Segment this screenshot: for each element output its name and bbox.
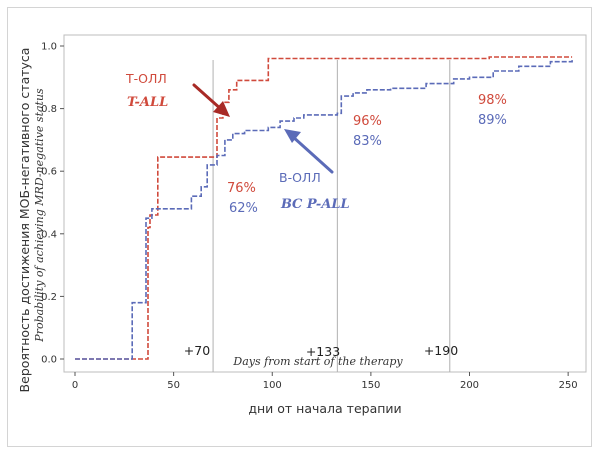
- y-tick-label: 0.8: [41, 104, 57, 115]
- x-tick-label: 200: [460, 380, 479, 391]
- series-label-b-all-en: ВС P-ALL: [280, 197, 350, 212]
- arrow-b-all: [284, 129, 334, 174]
- plot-area: [63, 34, 587, 373]
- x-tick-label: 100: [263, 380, 282, 391]
- y-tick-label: 0.2: [41, 292, 57, 303]
- y-tick-label: 0.0: [41, 355, 57, 366]
- vertical-reference-lines: [212, 60, 451, 372]
- series-t-all-line: [75, 56, 573, 360]
- series-b-all-line: [75, 60, 573, 360]
- annotation-b-all-70: 62%: [229, 201, 258, 216]
- annotation-b-all-190: 89%: [478, 113, 507, 128]
- annotation-t-all-133: 96%: [353, 114, 382, 129]
- y-tick-label: 0.4: [41, 229, 57, 240]
- annotation-t-all-190: 98%: [478, 93, 507, 108]
- x-tick-label: 50: [167, 380, 180, 391]
- day-marker-190: +190: [424, 343, 458, 358]
- y-tick-label: 1.0: [41, 42, 57, 53]
- arrow-t-all: [192, 83, 230, 117]
- y-tick-label: 0.6: [41, 167, 57, 178]
- figure-frame: [7, 7, 592, 447]
- series-label-t-all: Т-ОЛЛ: [125, 71, 167, 86]
- series-label-t-all-en: T-ALL: [127, 95, 168, 110]
- series-label-b-all: В-ОЛЛ: [279, 170, 321, 185]
- y-axis-label: Вероятность достижения МОБ-негативного с…: [17, 48, 32, 393]
- axis-ticks: 0 50 100 150 200 250 0.0 0.2 0.4 0.6 0.8 1.0: [41, 42, 578, 392]
- x-axis-label: дни от начала терапии: [248, 401, 401, 416]
- annotation-b-all-133: 83%: [353, 134, 382, 149]
- annotation-t-all-70: 76%: [227, 181, 256, 196]
- y-axis-label-en: Probability of achieving MRD-negative st…: [33, 88, 46, 343]
- x-tick-label: 150: [361, 380, 380, 391]
- day-marker-133: +133: [306, 344, 340, 359]
- series-lines: [75, 56, 573, 360]
- x-tick-label: 250: [559, 380, 578, 391]
- x-tick-label: 0: [72, 380, 78, 391]
- day-marker-70: +70: [184, 343, 210, 358]
- x-axis-label-en: Days from start of the therapy: [232, 355, 403, 368]
